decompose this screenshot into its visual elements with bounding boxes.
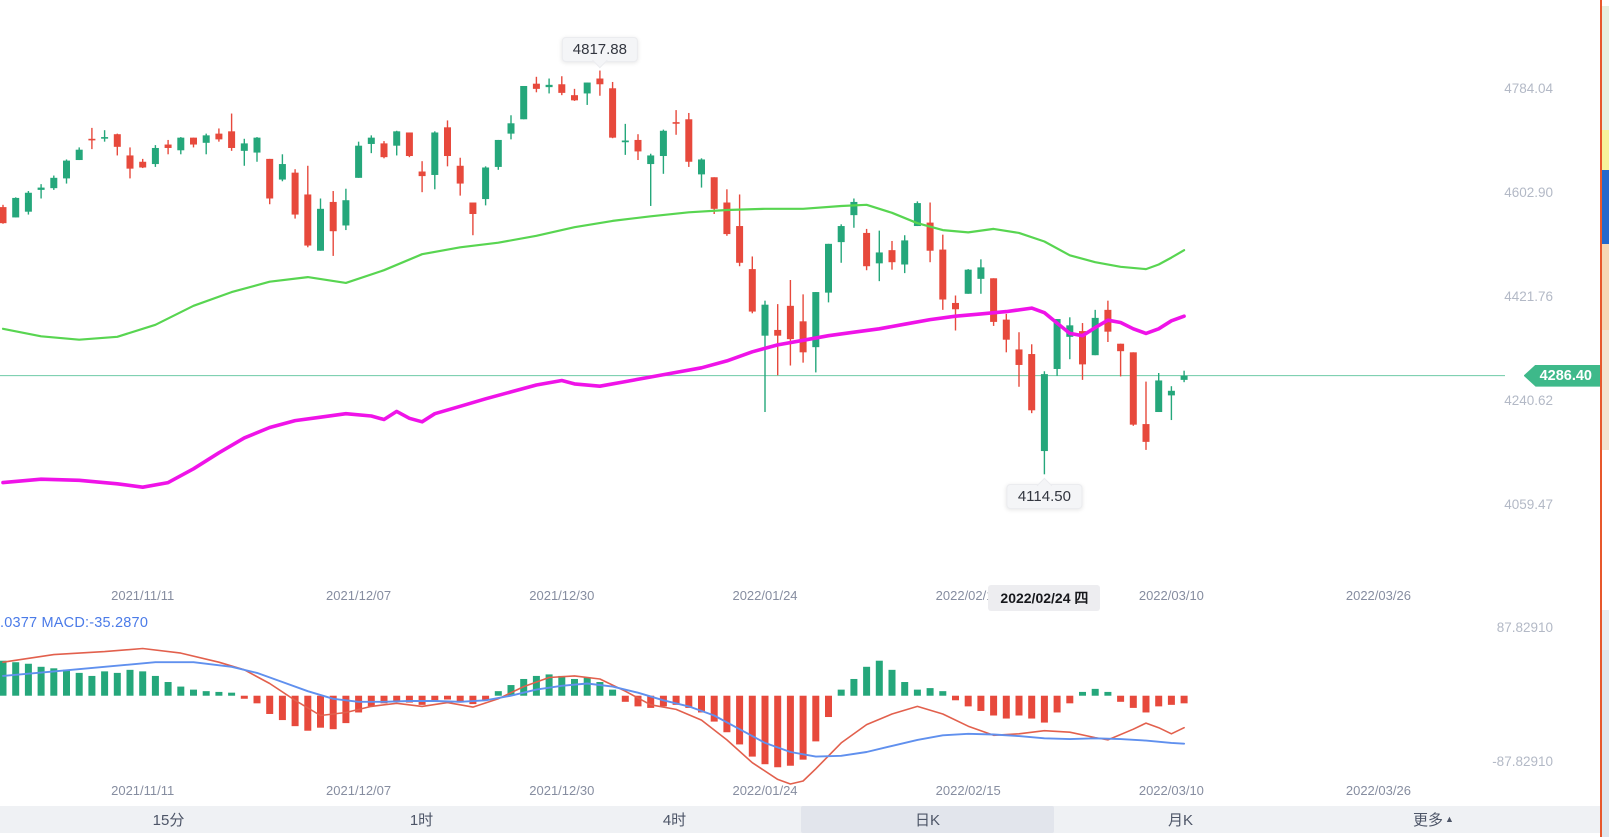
tab-label: 月K	[1167, 812, 1193, 829]
crosshair-date-value: 2022/02/24 四	[1000, 590, 1089, 606]
window-sliver-segment	[1602, 450, 1609, 610]
low-price-tooltip: 4114.50	[1006, 478, 1082, 510]
macd-histogram	[0, 660, 1188, 768]
window-sliver-segment	[1602, 6, 1609, 130]
tab-label: 更多	[1413, 812, 1444, 829]
tab-label: 4时	[662, 812, 687, 829]
date-tick-label: 2021/12/07	[326, 588, 392, 603]
window-sliver-segment	[1602, 0, 1609, 6]
date-tick-label: 2021/12/30	[529, 783, 595, 798]
crosshair-date-label: 2022/02/24 四	[988, 585, 1101, 611]
tab-4h[interactable]: 4时	[548, 806, 801, 833]
date-tick-label: 2022/03/26	[1345, 588, 1411, 603]
date-tick-label: 2022/02/15	[935, 588, 1001, 603]
low-price-value: 4114.50	[1017, 488, 1071, 506]
price-axis-label: 4421.76	[1504, 288, 1553, 304]
date-axis-bottom: 2021/11/11 2021/12/07 2021/12/30 2022/01/24…	[0, 783, 1609, 803]
date-axis-middle: 2021/11/11 2021/12/07 2021/12/30 2022/01/24…	[0, 588, 1609, 608]
macd-axis-min-label: -87.82910	[1492, 753, 1553, 769]
macd-dif-line	[2, 647, 1185, 785]
last-price-tag: 4286.40	[1523, 364, 1601, 387]
date-tick-label: 2022/03/10	[1138, 588, 1204, 603]
date-tick-label: 2022/03/10	[1138, 783, 1204, 798]
window-sliver-segment	[1602, 130, 1609, 170]
window-sliver-segment	[1602, 244, 1609, 330]
window-sliver-segment	[1602, 610, 1609, 650]
adjacent-window-sliver	[1600, 0, 1609, 837]
macd-chart-canvas[interactable]	[0, 612, 1609, 788]
date-tick-label: 2021/11/11	[111, 588, 175, 603]
ma-green-line	[1, 203, 1186, 341]
date-tick-label: 2021/12/30	[529, 588, 595, 603]
date-tick-label: 2022/01/24	[732, 783, 798, 798]
more-arrow-icon: ▲	[1445, 813, 1454, 824]
last-price-value: 4286.40	[1539, 367, 1592, 384]
price-axis-label: 4784.04	[1504, 80, 1553, 96]
ma-magenta-line	[1, 306, 1186, 490]
candles-layer	[0, 70, 1188, 475]
tab-1h[interactable]: 1时	[295, 806, 548, 833]
tab-label: 15分	[152, 812, 185, 829]
high-price-value: 4817.88	[572, 40, 628, 58]
window-sliver-segment	[1602, 170, 1609, 244]
tab-label: 1时	[409, 812, 434, 829]
date-tick-label: 2022/03/26	[1345, 783, 1411, 798]
price-axis-label: 4240.62	[1504, 392, 1553, 408]
tab-label: 日K	[914, 812, 940, 829]
date-tick-label: 2022/01/24	[732, 588, 798, 603]
price-chart-canvas[interactable]	[0, 0, 1609, 585]
window-sliver-segment	[1602, 650, 1609, 837]
price-axis-label: 4059.47	[1504, 496, 1553, 512]
high-price-tooltip: 4817.88	[561, 36, 639, 68]
tab-1d[interactable]: 日K	[801, 806, 1054, 833]
tab-15m[interactable]: 15分	[42, 806, 295, 833]
date-tick-label: 2021/11/11	[111, 783, 175, 798]
tab-1M[interactable]: 月K	[1054, 806, 1307, 833]
date-tick-label: 2021/12/07	[326, 783, 392, 798]
macd-legend: .0377 MACD:-35.2870	[0, 615, 149, 631]
macd-axis-max-label: 87.82910	[1496, 619, 1553, 635]
timeframe-tabbar: 15分 1时 4时 日K 月K 更多 ▲	[0, 806, 1609, 833]
price-axis-label: 4602.90	[1504, 184, 1553, 200]
tab-more[interactable]: 更多 ▲	[1307, 806, 1560, 833]
window-sliver-segment	[1602, 330, 1609, 450]
macd-dea-line	[2, 661, 1186, 758]
date-tick-label: 2022/02/15	[935, 783, 1001, 798]
